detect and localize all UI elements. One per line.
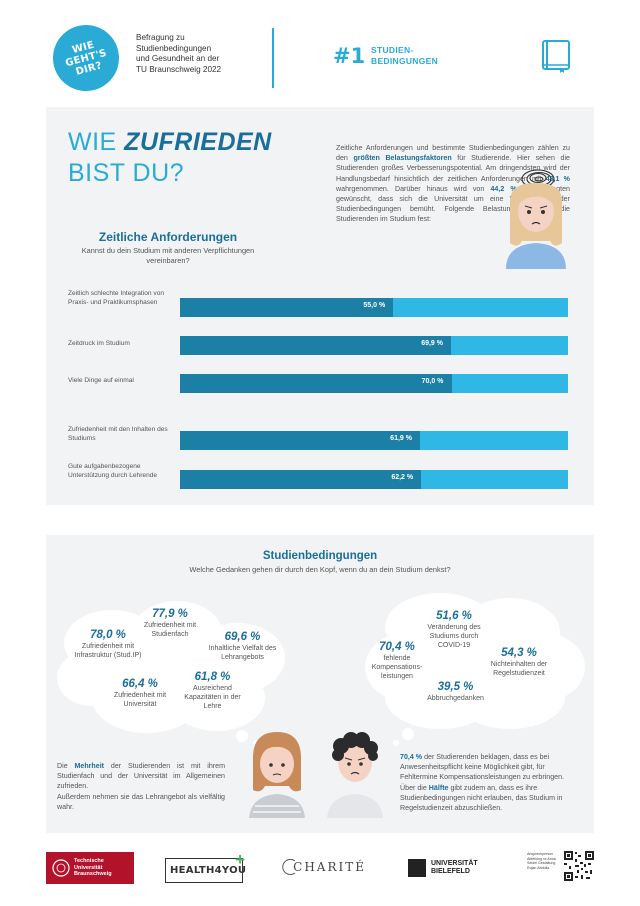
bar bbox=[180, 374, 452, 393]
time-demands-title: Zeitliche Anforderungen bbox=[98, 230, 238, 244]
stat-covid: 51,6 % Veränderung des Studiums durch COV… bbox=[427, 610, 481, 649]
stat-infrastructure: 78,0 % Zufriedenheit mit Infrastruktur (S… bbox=[74, 629, 142, 659]
bar-value-label: 70,0 % bbox=[421, 378, 444, 385]
section-number: #1 bbox=[333, 44, 366, 68]
stat-university: 66,4 % Zufriedenheit mit Universität bbox=[113, 678, 167, 708]
stat-variety: 69,6 % Inhaltliche Vielfalt des Lehrangeb… bbox=[208, 631, 277, 661]
bar bbox=[180, 336, 452, 355]
survey-title: Befragung zu Studienbedingungen und Gesu… bbox=[136, 33, 222, 74]
bar-value-label: 61,9 % bbox=[390, 435, 412, 442]
bielefeld-square-icon bbox=[408, 859, 426, 877]
header-divider bbox=[272, 28, 274, 88]
intro-text: Zeitliche Anforderungen und bestimmte St… bbox=[336, 144, 570, 224]
bar bbox=[180, 470, 422, 489]
time-demands-question: Kannst du dein Studium mit anderen Verpf… bbox=[81, 246, 255, 265]
charite-logo: CHARITÉ bbox=[282, 851, 366, 883]
stat-standard-period: 54,3 % Nichteinhalten der Regelstudienzei… bbox=[490, 647, 548, 677]
stressed-student-illustration bbox=[506, 169, 566, 269]
bar-value-label: 62,2 % bbox=[391, 474, 414, 481]
stat-subject: 77,9 % Zufriedenheit mit Studienfach bbox=[143, 608, 197, 638]
plus-icon: + bbox=[235, 850, 245, 869]
bar-track: 62,2 % bbox=[180, 470, 568, 489]
bar-track: 69,9 % bbox=[180, 336, 568, 355]
stat-capacity: 61,8 % Ausreichend Kapazitäten in der Leh… bbox=[184, 671, 241, 710]
bielefeld-logo: UNIVERSITÄT BIELEFELD bbox=[408, 854, 498, 882]
bar-value-label: 55,0 % bbox=[363, 302, 386, 309]
bar-track: 55,0 % bbox=[180, 298, 568, 317]
book-icon bbox=[542, 40, 570, 73]
page-title: WIE ZUFRIEDEN BIST DU? bbox=[68, 128, 272, 187]
study-conditions-question: Welche Gedanken gehen dir durch den Kopf… bbox=[189, 565, 451, 574]
qr-code-icon bbox=[563, 850, 595, 882]
right-thought-cloud bbox=[365, 593, 585, 746]
bar bbox=[180, 298, 394, 317]
section-label: STUDIEN- BEDINGUNGEN bbox=[371, 45, 439, 66]
bar-value-label: 69,9 % bbox=[421, 340, 443, 347]
bar-label: Gute aufgabenbezogene Unterstützung durc… bbox=[68, 463, 158, 479]
wie-gehts-dir-logo: WIE GEHT'S DIR? bbox=[45, 17, 127, 99]
logo-text: WIE GEHT'S DIR? bbox=[64, 39, 108, 78]
charite-c-icon bbox=[282, 858, 296, 876]
stat-dropout: 39,5 % Abbruchgedanken bbox=[427, 681, 484, 702]
bar-label: Zeitlich schlechte Integration von Praxi… bbox=[68, 290, 165, 306]
left-thought-cloud bbox=[57, 601, 285, 746]
bar-label: Zeitdruck im Studium bbox=[68, 340, 130, 347]
tu-seal-icon bbox=[52, 859, 70, 877]
health4you-logo: HEALTH4YOU + bbox=[165, 850, 246, 883]
bar-label: Zufriedenheit mit den Inhalten des Studi… bbox=[68, 426, 168, 442]
bar bbox=[180, 431, 421, 450]
bar-track: 70,0 % bbox=[180, 374, 568, 393]
tu-braunschweig-logo: Technische Universität Braunschweig bbox=[46, 852, 134, 884]
bar-label: Viele Dinge auf einmal bbox=[68, 377, 134, 384]
students-illustration bbox=[249, 732, 383, 818]
majority-satisfied-text: Die Mehrheit der Studierenden ist mit ih… bbox=[57, 762, 225, 811]
compensation-text: 70,4 % der Studierenden beklagen, dass e… bbox=[400, 753, 565, 813]
study-conditions-title: Studienbedingungen bbox=[262, 550, 378, 562]
bar-track: 61,9 % bbox=[180, 431, 568, 450]
stat-compensation: 70,4 % fehlende Kompensations-leistungen bbox=[371, 641, 423, 680]
contact-info: Ansprechperson Abteilung xx Anna Seidel … bbox=[527, 852, 556, 870]
